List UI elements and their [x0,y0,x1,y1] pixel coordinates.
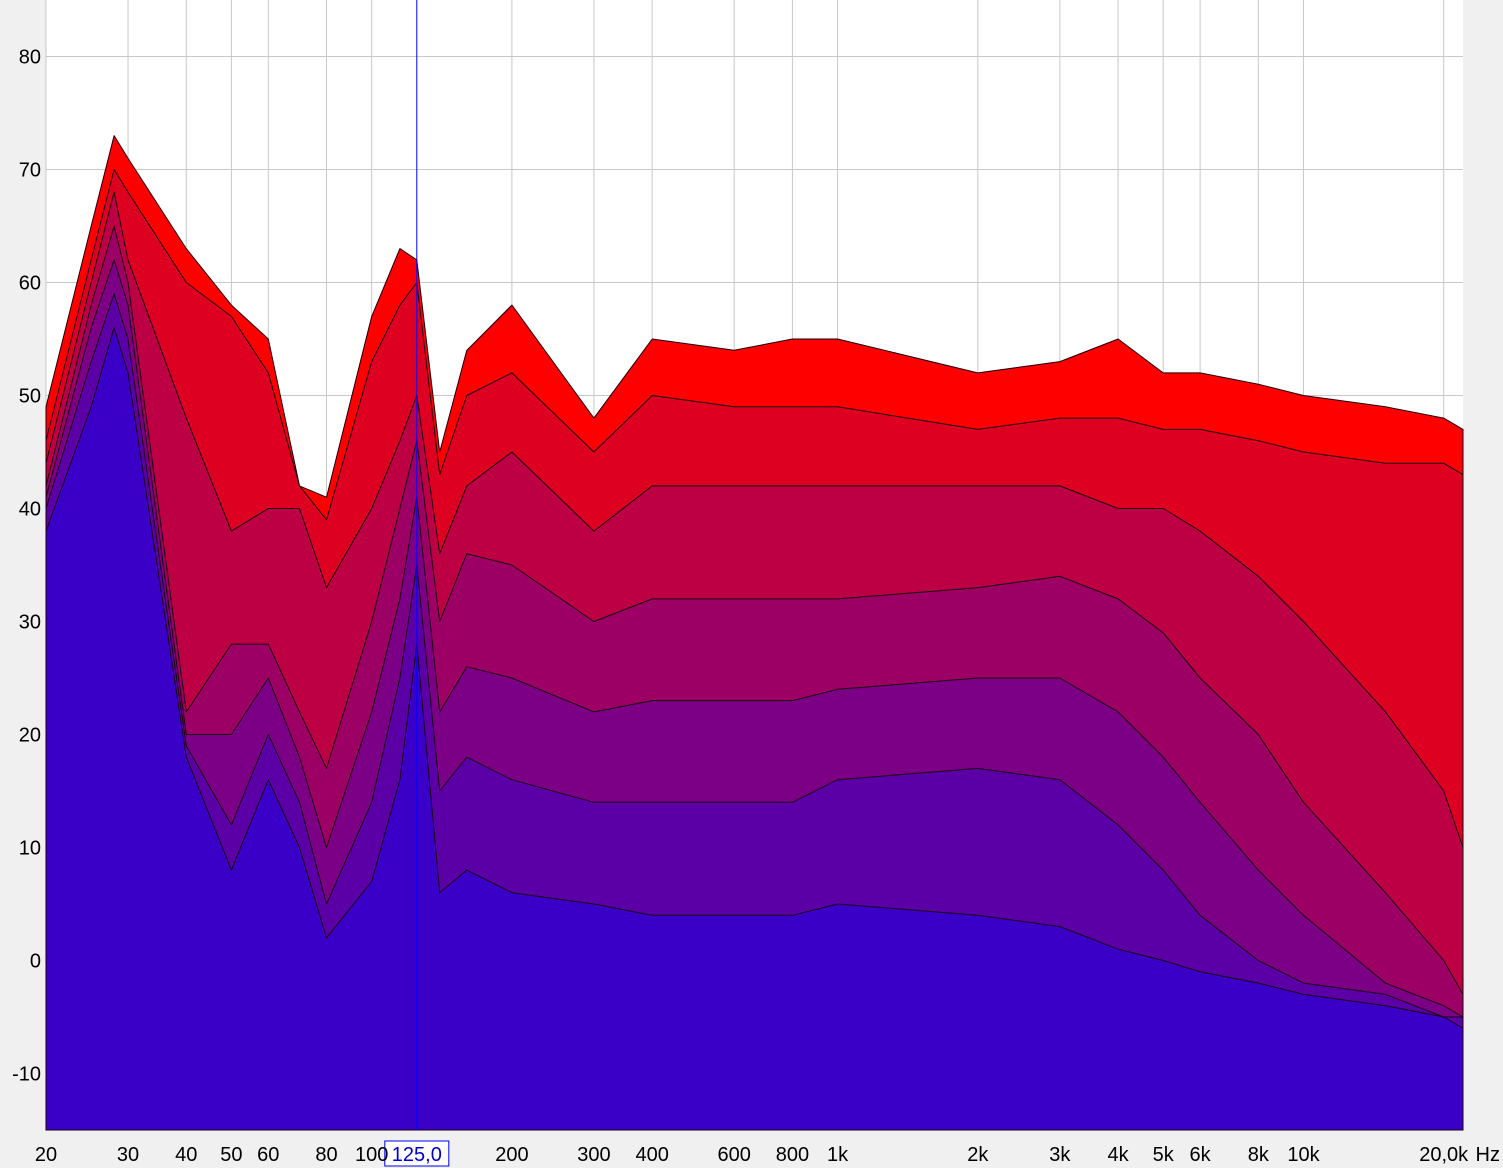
x-tick-label: 20,0k [1419,1144,1469,1166]
x-tick-label: 3k [1049,1144,1071,1166]
x-tick-label: 600 [718,1144,751,1166]
x-tick-label: 40 [175,1144,197,1166]
x-tick-label: 50 [220,1144,242,1166]
x-tick-label: 80 [315,1144,337,1166]
x-tick-label: 100 [355,1144,388,1166]
y-tick-label: 40 [19,499,41,521]
y-tick-label: 10 [19,838,41,860]
x-tick-label: 1k [827,1144,849,1166]
x-tick-labels: 20 30 40 50 60 80 100 200 300 400 600 800 1k 2k 3k 4k 5k… [35,1144,1500,1166]
x-tick-label: 4k [1107,1144,1129,1166]
x-tick-label: 400 [635,1144,668,1166]
y-tick-label: 30 [19,612,41,634]
cursor-label: 125,0 [392,1144,442,1166]
x-tick-label: 800 [776,1144,809,1166]
x-tick-label: 300 [577,1144,610,1166]
y-tick-label: 0 [30,951,41,973]
x-tick-label: 10k [1287,1144,1320,1166]
y-tick-label: 60 [19,273,41,295]
x-tick-label: 8k [1248,1144,1270,1166]
cursor-label-box [384,1140,450,1167]
y-tick-label: 70 [19,160,41,182]
x-tick-label: 200 [495,1144,528,1166]
x-tick-label: 30 [117,1144,139,1166]
y-tick-label: -10 [12,1064,41,1086]
y-tick-label: 20 [19,725,41,747]
series-area [45,327,1464,1131]
x-tick-label: 6k [1190,1144,1212,1166]
frequency-cursor[interactable]: 125,0 [384,0,450,1167]
series-areas [45,135,1464,1131]
x-tick-label: 2k [967,1144,989,1166]
y-tick-labels: 80 70 60 50 40 30 20 10 0 -10 [12,47,41,1086]
x-tick-label: 60 [257,1144,279,1166]
x-tick-label: 5k [1153,1144,1175,1166]
y-tick-label: 50 [19,386,41,408]
y-tick-label: 80 [19,47,41,69]
x-tick-label: 20 [35,1144,57,1166]
x-unit-label: Hz [1476,1144,1500,1166]
